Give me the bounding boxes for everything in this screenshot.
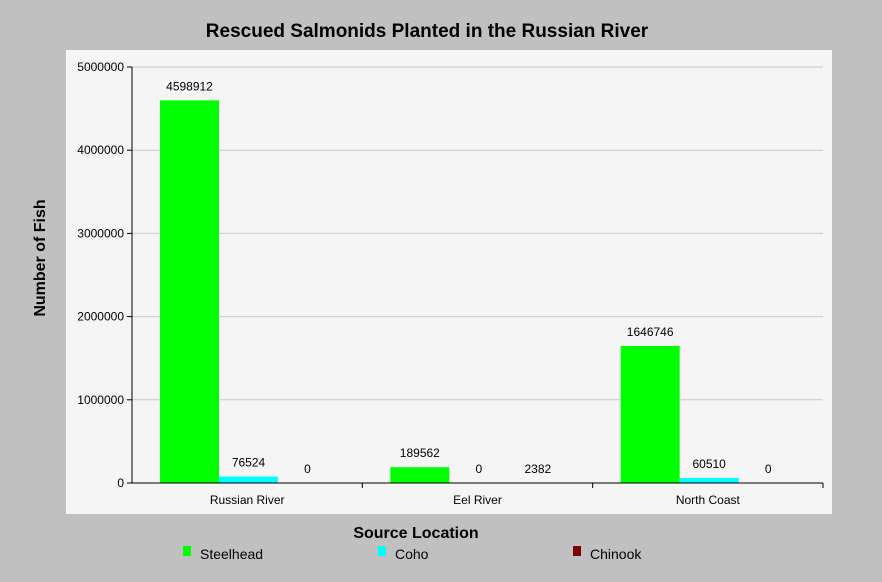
bar-steelhead-russian-river [160,100,219,484]
data-label-coho-russian-river: 76524 [232,456,266,470]
y-tick-label: 4000000 [77,143,124,157]
gridlines [132,66,823,401]
legend-label-steelhead: Steelhead [200,546,263,562]
legend: Steelhead Coho Chinook [183,546,642,562]
category-label-russian-river: Russian River [210,493,285,507]
y-tick-label: 3000000 [77,226,124,240]
category-label-north-coast: North Coast [676,493,741,507]
data-label-chinook-russian-river: 0 [304,462,311,476]
data-labels: 4598912 76524 0 189562 0 2382 1646746 60510 0 [166,79,772,476]
category-label-eel-river: Eel River [453,493,502,507]
legend-label-coho: Coho [395,546,429,562]
data-label-steelhead-north-coast: 1646746 [627,325,674,339]
y-axis-title: Number of Fish [32,199,49,316]
y-tick-label: 2000000 [77,310,124,324]
bar-coho-russian-river [219,476,278,483]
legend-label-chinook: Chinook [590,546,642,562]
data-label-chinook-north-coast: 0 [765,462,772,476]
x-axis-title: Source Location [353,525,478,542]
legend-swatch-chinook [573,546,581,556]
legend-swatch-coho [378,546,386,556]
chart-title: Rescued Salmonids Planted in the Russian… [206,21,649,42]
bar-steelhead-north-coast [620,345,680,483]
data-label-coho-north-coast: 60510 [692,457,726,471]
axes: 0 1000000 2000000 3000000 4000000 5000000 Russ… [77,60,824,507]
legend-swatch-steelhead [183,546,191,556]
bar-steelhead-eel-river [390,467,450,483]
y-tick-label: 5000000 [77,60,124,74]
data-label-coho-eel-river: 0 [475,462,482,476]
data-label-chinook-eel-river: 2382 [524,462,551,476]
bar-coho-north-coast [679,477,739,483]
bars [160,100,739,484]
data-label-steelhead-eel-river: 189562 [400,446,440,460]
data-label-steelhead-russian-river: 4598912 [166,79,213,93]
y-tick-label: 0 [117,476,124,490]
y-tick-label: 1000000 [77,393,124,407]
